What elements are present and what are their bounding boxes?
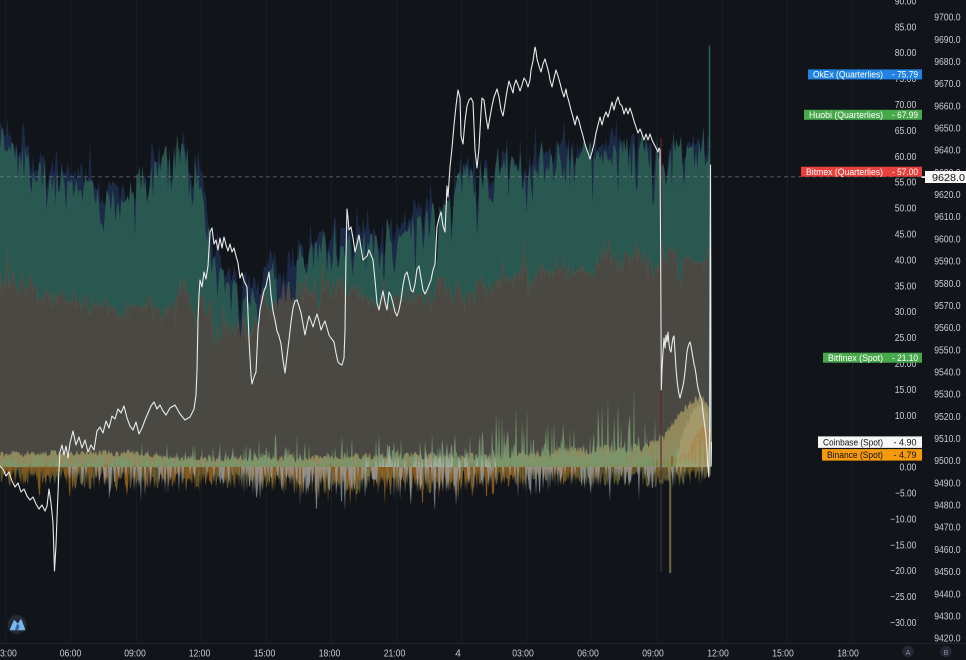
svg-text:−20.00: −20.00 [890,566,916,577]
svg-text:15:00: 15:00 [772,648,794,659]
svg-text:9640.0: 9640.0 [934,146,961,157]
svg-text:9490.0: 9490.0 [934,478,961,489]
svg-text:9540.0: 9540.0 [934,368,961,379]
svg-text:Binance (Spot): Binance (Spot) [827,450,883,460]
svg-text:9610.0: 9610.0 [934,212,961,223]
svg-text:18:00: 18:00 [837,648,859,659]
svg-text:9430.0: 9430.0 [934,612,961,623]
svg-text:9520.0: 9520.0 [934,412,961,423]
svg-text:12:00: 12:00 [189,648,211,659]
svg-text:A: A [905,648,910,657]
svg-text:Coinbase (Spot): Coinbase (Spot) [823,437,883,447]
svg-text:3:00: 3:00 [0,648,17,659]
svg-text:15.00: 15.00 [895,385,917,396]
svg-text:85.00: 85.00 [895,22,917,33]
svg-text:−10.00: −10.00 [890,514,916,525]
svg-text:09:00: 09:00 [124,648,146,659]
svg-text:12:00: 12:00 [707,648,729,659]
svg-text:65.00: 65.00 [895,126,917,137]
svg-text:90.00: 90.00 [895,0,917,7]
svg-text:- 21.10: - 21.10 [892,353,918,363]
svg-text:9480.0: 9480.0 [934,501,961,512]
svg-text:9470.0: 9470.0 [934,523,961,534]
svg-text:45.00: 45.00 [895,230,917,241]
svg-text:80.00: 80.00 [895,48,917,59]
svg-text:75.00: 75.00 [895,74,917,85]
svg-text:25.00: 25.00 [895,333,917,344]
svg-text:10.00: 10.00 [895,411,917,422]
svg-text:9700.0: 9700.0 [934,13,961,24]
svg-text:9680.0: 9680.0 [934,57,961,68]
svg-text:9660.0: 9660.0 [934,101,961,112]
svg-text:21:00: 21:00 [384,648,406,659]
svg-text:9550.0: 9550.0 [934,345,961,356]
svg-text:06:00: 06:00 [577,648,599,659]
svg-text:9510.0: 9510.0 [934,434,961,445]
svg-text:9628.0: 9628.0 [932,173,965,184]
svg-text:- 75.79: - 75.79 [892,70,918,80]
svg-text:15:00: 15:00 [254,648,276,659]
svg-text:9560.0: 9560.0 [934,323,961,334]
svg-text:9570.0: 9570.0 [934,301,961,312]
svg-text:55.00: 55.00 [895,178,917,189]
svg-text:9420.0: 9420.0 [934,634,961,645]
svg-text:- 67.99: - 67.99 [892,110,918,120]
svg-text:−25.00: −25.00 [890,592,916,603]
svg-text:OkEx (Quarterlies): OkEx (Quarterlies) [813,70,883,80]
svg-text:9580.0: 9580.0 [934,279,961,290]
svg-text:9650.0: 9650.0 [934,124,961,135]
svg-text:09:00: 09:00 [642,648,664,659]
svg-text:B: B [943,648,948,657]
svg-text:30.00: 30.00 [895,307,917,318]
svg-text:Bitmex (Quarterlies): Bitmex (Quarterlies) [806,167,883,177]
svg-text:0.00: 0.00 [900,463,917,474]
svg-text:- 4.79: - 4.79 [894,450,917,460]
svg-text:40.00: 40.00 [895,255,917,266]
svg-text:50.00: 50.00 [895,204,917,215]
svg-text:9500.0: 9500.0 [934,456,961,467]
svg-text:03:00: 03:00 [512,648,534,659]
svg-text:9440.0: 9440.0 [934,589,961,600]
svg-text:−5.00: −5.00 [895,489,916,500]
svg-text:60.00: 60.00 [895,152,917,163]
svg-text:Huobi (Quarterlies): Huobi (Quarterlies) [809,110,883,120]
svg-text:9600.0: 9600.0 [934,234,961,245]
svg-text:9590.0: 9590.0 [934,257,961,268]
svg-text:9530.0: 9530.0 [934,390,961,401]
svg-text:−15.00: −15.00 [890,540,916,551]
svg-text:4: 4 [455,648,461,659]
svg-text:9620.0: 9620.0 [934,190,961,201]
svg-text:−30.00: −30.00 [890,618,916,629]
svg-text:Bitfinex (Spot): Bitfinex (Spot) [828,353,883,363]
svg-text:20.00: 20.00 [895,359,917,370]
svg-text:06:00: 06:00 [60,648,82,659]
svg-text:70.00: 70.00 [895,100,917,111]
svg-text:9450.0: 9450.0 [934,567,961,578]
svg-text:9690.0: 9690.0 [934,35,961,46]
svg-text:35.00: 35.00 [895,281,917,292]
svg-text:9670.0: 9670.0 [934,79,961,90]
svg-text:- 57.00: - 57.00 [892,167,918,177]
svg-text:18:00: 18:00 [319,648,341,659]
svg-text:9460.0: 9460.0 [934,545,961,556]
svg-text:- 4.90: - 4.90 [894,437,917,447]
